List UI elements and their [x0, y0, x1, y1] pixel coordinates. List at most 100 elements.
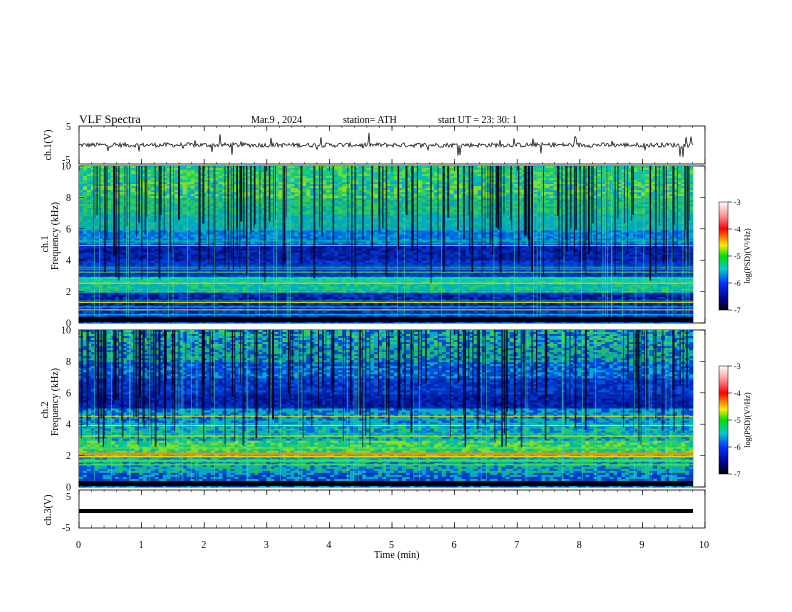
spectrogram-cell: [629, 224, 633, 226]
spectrogram-cell: [665, 208, 669, 210]
spectrogram-cell: [334, 208, 338, 210]
spectrogram-cell: [131, 228, 135, 230]
spectrogram-cell: [322, 198, 326, 200]
spectrogram-cell: [306, 178, 310, 180]
spectrogram-cell: [163, 222, 167, 224]
spectrogram-cell: [637, 168, 641, 170]
spectrogram-cell: [665, 178, 669, 180]
spectrogram-cell: [294, 222, 298, 224]
spectrogram-cell: [374, 222, 378, 224]
spectrogram-cell: [219, 176, 223, 178]
spectrogram-cell: [87, 180, 91, 182]
spectrogram-cell: [87, 182, 91, 184]
spectrogram-cell: [306, 166, 310, 168]
spectrogram-cell: [557, 228, 561, 230]
spectrogram-cell: [294, 202, 298, 204]
spectrogram-cell: [151, 192, 155, 194]
spectrogram-cell: [422, 210, 426, 212]
spectrogram-cell: [79, 168, 83, 170]
spectrogram-cell: [87, 200, 91, 202]
spectrogram-cell: [645, 220, 649, 222]
spectrogram-cell: [338, 216, 342, 218]
spectrogram-cell: [486, 222, 490, 224]
spectrogram-cell: [183, 212, 187, 214]
spectrogram-cell: [334, 202, 338, 204]
spectrogram-cell: [506, 208, 510, 210]
spectrogram-cell: [306, 216, 310, 218]
spectrogram-cell: [538, 186, 542, 188]
spectrogram-cell: [450, 176, 454, 178]
spectrogram-cell: [278, 182, 282, 184]
spectrogram-cell: [434, 178, 438, 180]
spectrogram-cell: [549, 174, 553, 176]
spectrogram-cell: [163, 198, 167, 200]
spectrogram-cell: [597, 210, 601, 212]
spectrogram-cell: [689, 222, 693, 224]
spectrogram-cell: [366, 174, 370, 176]
spectrogram-cell: [338, 190, 342, 192]
spectrogram-cell: [107, 208, 111, 210]
spectrogram-cell: [294, 192, 298, 194]
spectrogram-cell: [426, 224, 430, 226]
spectrogram-cell: [87, 216, 91, 218]
spectrogram-cell: [79, 212, 83, 214]
spectrogram-cell: [322, 172, 326, 174]
spectrogram-cell: [306, 186, 310, 188]
spectrogram-cell: [107, 192, 111, 194]
spectrogram-cell: [641, 170, 645, 172]
spectrogram-cell: [219, 188, 223, 190]
spectrogram-cell: [302, 204, 306, 206]
spectrogram-cell: [538, 180, 542, 182]
spectrogram-cell: [597, 216, 601, 218]
spectrogram-cell: [689, 228, 693, 230]
spectrogram-cell: [665, 194, 669, 196]
spectrogram-cell: [621, 228, 625, 230]
spectrogram-cell: [342, 174, 346, 176]
spectrogram-cell: [597, 172, 601, 174]
spectrogram-cell: [597, 192, 601, 194]
spectrogram-cell: [545, 170, 549, 172]
spectrogram-cell: [183, 202, 187, 204]
spectrogram-cell: [87, 230, 91, 232]
spectrogram-cell: [107, 172, 111, 174]
spectrogram-cell: [617, 222, 621, 224]
spectrogram-cell: [478, 198, 482, 200]
spectrogram-cell: [538, 194, 542, 196]
spectrogram-cell: [107, 200, 111, 202]
spectrogram-cell: [478, 224, 482, 226]
spectrogram-cell: [278, 196, 282, 198]
spectrogram-cell: [549, 216, 553, 218]
spectrogram-cell: [258, 178, 262, 180]
spectrogram-cell: [426, 190, 430, 192]
spectrogram-cell: [597, 198, 601, 200]
spectrogram-cell: [450, 208, 454, 210]
spectrogram-cell: [557, 226, 561, 228]
spectrogram-cell: [374, 188, 378, 190]
spectrogram-cell: [422, 220, 426, 222]
spectrogram-cell: [637, 186, 641, 188]
spectrogram-cell: [191, 182, 195, 184]
spectrogram-cell: [637, 178, 641, 180]
spectrogram-cell: [406, 228, 410, 230]
spectrogram-cell: [450, 224, 454, 226]
spectrogram-cell: [422, 172, 426, 174]
spectrogram-cell: [338, 194, 342, 196]
spectrogram-cell: [549, 194, 553, 196]
spectrogram-cell: [665, 190, 669, 192]
spectrogram-cell: [338, 188, 342, 190]
spectrogram-cell: [294, 220, 298, 222]
spectrogram-cell: [474, 200, 478, 202]
spectrogram-cell: [87, 214, 91, 216]
spectrogram-cell: [422, 208, 426, 210]
spectrogram-cell: [478, 194, 482, 196]
spectrogram-cell: [478, 174, 482, 176]
spectrogram-cell: [278, 170, 282, 172]
spectrogram-cell: [422, 170, 426, 172]
spectrogram-cell: [390, 214, 394, 216]
spectrogram-cell: [83, 168, 87, 170]
spectrogram-cell: [633, 222, 637, 224]
spectrogram-cell: [163, 176, 167, 178]
spectrogram-cell: [278, 194, 282, 196]
spectrogram-cell: [151, 214, 155, 216]
spectrogram-cell: [358, 194, 362, 196]
